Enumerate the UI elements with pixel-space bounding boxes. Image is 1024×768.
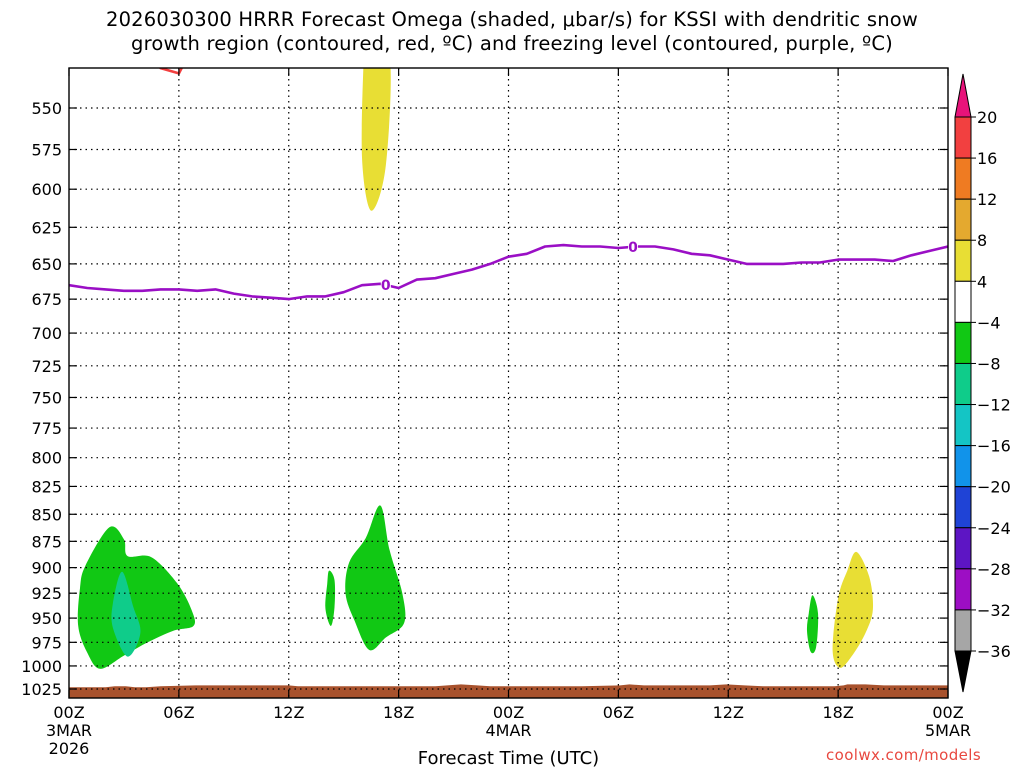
ytick-label-550: 550 (31, 99, 62, 118)
x-axis-title: Forecast Time (UTC) (418, 748, 599, 768)
freezing-level-label-0: 0 (381, 278, 391, 294)
colorbar-label-13: −36 (977, 642, 1011, 661)
credit-link[interactable]: coolwx.com/models (826, 746, 982, 764)
colorbar-label-1: 16 (977, 149, 997, 168)
ytick-label-700: 700 (31, 324, 62, 343)
omega-region-5 (345, 505, 406, 651)
colorbar-swatch-2 (954, 198, 972, 241)
omega-region-1 (411, 55, 415, 65)
xtick-sublabel-0-1: 2026 (49, 739, 90, 758)
colorbar-label-3: 8 (977, 231, 987, 250)
colorbar-swatch-6 (954, 362, 972, 406)
colorbar-swatch-9 (954, 486, 972, 529)
freezing-label-bg-1 (628, 238, 639, 253)
ytick-label-925: 925 (31, 584, 62, 603)
colorbar-swatch-12 (954, 609, 972, 652)
ytick-label-650: 650 (31, 255, 62, 274)
ytick-label-975: 975 (31, 633, 62, 652)
colorbar-swatch-1 (954, 157, 972, 200)
colorbar-swatch-11 (954, 568, 972, 611)
colorbar-label-11: −28 (977, 560, 1011, 579)
ytick-label-825: 825 (31, 477, 62, 496)
xtick-sublabel-0-0: 3MAR (46, 721, 92, 740)
ytick-label-1025: 1025 (21, 680, 62, 699)
omega-region-0 (361, 68, 391, 211)
chart-title-line-2: growth region (contoured, red, ºC) and f… (131, 32, 893, 55)
gridlines (69, 68, 948, 698)
colorbar-label-9: −20 (977, 478, 1011, 497)
colorbar: 20 16 12 8 4 −4 −8 −12 −16 −20 −24 −28 −32 −36 (954, 73, 1011, 693)
ytick-label-775: 775 (31, 419, 62, 438)
colorbar-swatch-3 (954, 239, 972, 282)
ytick-label-800: 800 (31, 449, 62, 468)
colorbar-label-7: −12 (977, 396, 1011, 415)
xtick-label-5: 06Z (603, 703, 634, 722)
ytick-label-900: 900 (31, 559, 62, 578)
dgz-contour (158, 68, 184, 75)
colorbar-swatch-0 (954, 116, 972, 159)
chart-title: 2026030300 HRRR Forecast Omega (shaded, … (0, 8, 1024, 56)
xtick-label-0: 00Z (53, 703, 84, 722)
omega-region-4 (325, 570, 336, 626)
ytick-label-950: 950 (31, 609, 62, 628)
freezing-level-label-1: 0 (628, 240, 638, 256)
xtick-label-3: 18Z (383, 703, 414, 722)
xtick-label-1: 06Z (163, 703, 194, 722)
omega-region-7 (832, 551, 874, 668)
ytick-label-675: 675 (31, 290, 62, 309)
xtick-label-2: 12Z (273, 703, 304, 722)
omega-region-6 (806, 595, 819, 654)
colorbar-label-5: −4 (977, 313, 1001, 332)
colorbar-label-12: −32 (977, 601, 1011, 620)
ytick-label-1000: 1000 (21, 657, 62, 676)
xtick-label-8: 00Z (932, 703, 963, 722)
colorbar-top-arrow (954, 73, 972, 118)
chart-title-line-1: 2026030300 HRRR Forecast Omega (shaded, … (105, 8, 919, 31)
xtick-label-7: 18Z (822, 703, 853, 722)
colorbar-swatch-4 (954, 280, 972, 323)
colorbar-swatch-10 (954, 527, 972, 570)
ytick-label-850: 850 (31, 505, 62, 524)
ytick-label-575: 575 (31, 140, 62, 159)
colorbar-label-4: 4 (977, 272, 987, 291)
xtick-sublabel-8-0: 5MAR (925, 721, 971, 740)
xtick-label-6: 12Z (713, 703, 744, 722)
colorbar-label-8: −16 (977, 437, 1011, 456)
colorbar-bottom-arrow (954, 650, 972, 693)
xtick-sublabel-4-0: 4MAR (485, 721, 531, 740)
ytick-label-600: 600 (31, 180, 62, 199)
colorbar-label-0: 20 (977, 108, 997, 127)
ytick-label-725: 725 (31, 357, 62, 376)
colorbar-label-2: 12 (977, 190, 997, 209)
contour-layer: 00 (69, 68, 948, 301)
freezing-level-contour (69, 243, 948, 301)
freezing-label-bg-0 (380, 277, 391, 292)
colorbar-label-6: −8 (977, 354, 1001, 373)
axes: 550 575 600 625 650 675 700 725 750 775 800 825 850 8… (21, 67, 971, 758)
xtick-label-4: 00Z (493, 703, 524, 722)
colorbar-swatch-5 (954, 321, 972, 364)
colorbar-label-10: −24 (977, 519, 1011, 538)
omega-region-2 (77, 526, 196, 669)
colorbar-swatch-8 (954, 445, 972, 488)
ytick-label-875: 875 (31, 532, 62, 551)
colorbar-swatch-7 (954, 404, 972, 447)
ytick-label-750: 750 (31, 388, 62, 407)
ytick-label-625: 625 (31, 218, 62, 237)
omega-shading-layer (77, 55, 874, 669)
